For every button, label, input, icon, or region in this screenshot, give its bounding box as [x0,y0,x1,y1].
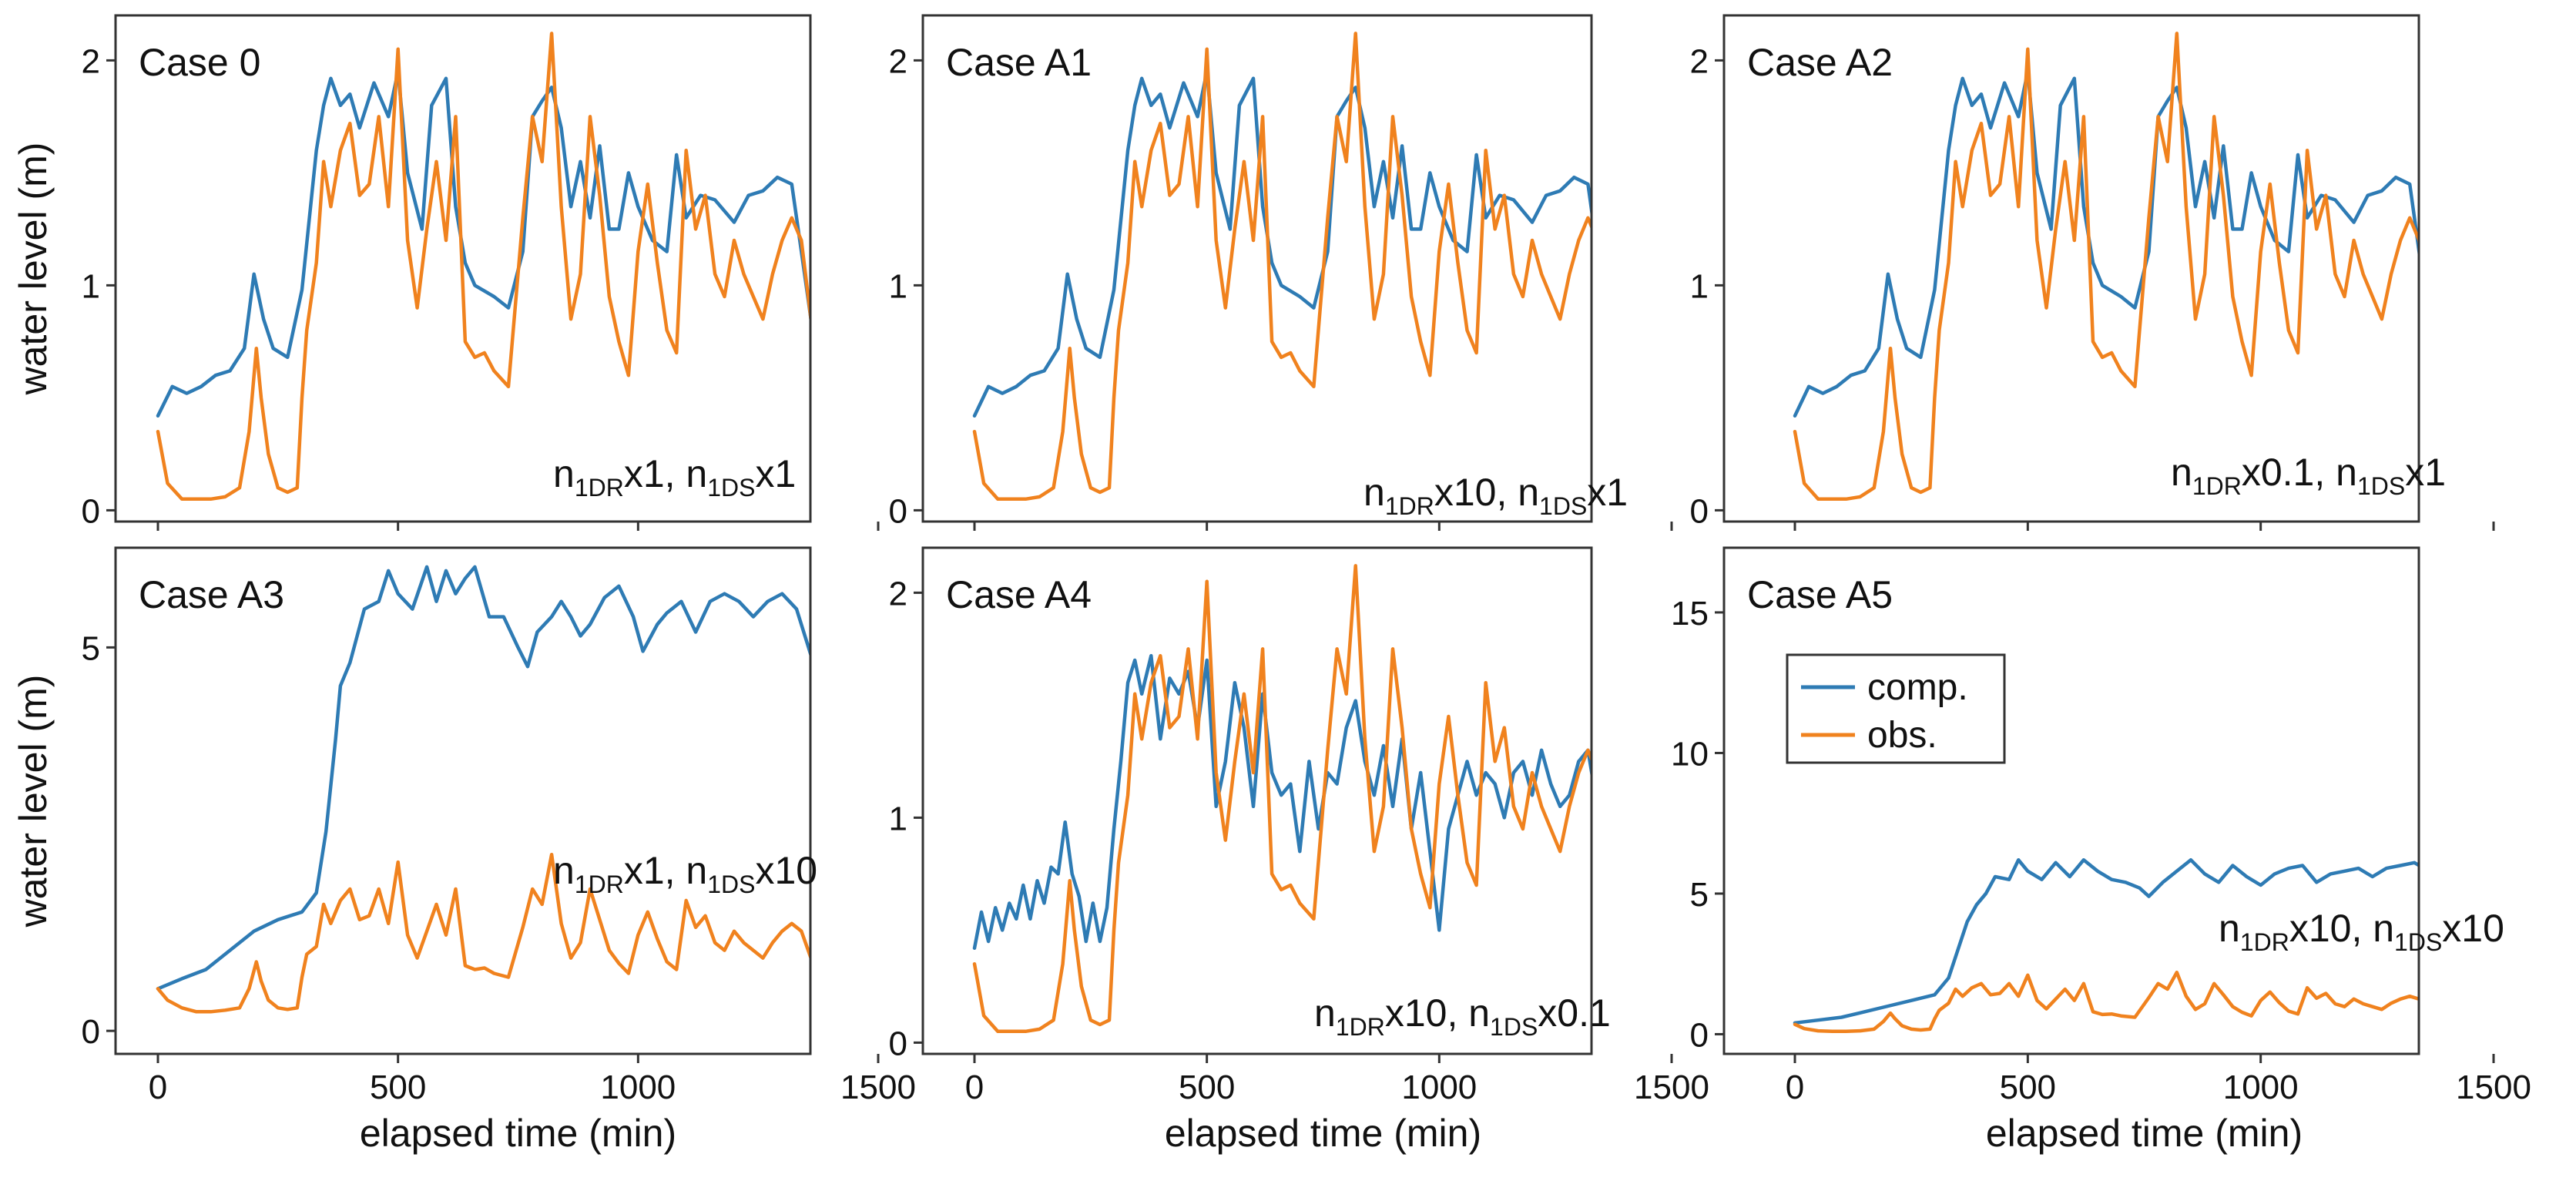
x-tick-label: 1500 [1634,1069,1709,1106]
series-line-obs-3 [1793,32,2419,502]
case-title: Case A5 [1747,573,1893,616]
y-tick-label: 15 [1671,595,1709,632]
roughness-annotation: n1DRx10, n1DSx1 [1363,471,1628,520]
y-tick-label: 1 [889,267,907,305]
y-tick-label: 0 [1690,492,1709,530]
y-tick-label: 1 [1690,267,1709,305]
y-tick-label: 5 [1690,876,1709,914]
x-axis-label: elapsed time (min) [1165,1112,1481,1155]
y-axis-label: water level (m) [12,143,55,396]
series-line-obs-5 [972,564,1592,1034]
x-tick-label: 1500 [2456,1069,2531,1106]
series-line-obs-6 [1793,970,2419,1034]
roughness-annotation: n1DRx1, n1DSx1 [553,452,796,502]
y-tick-label: 10 [1671,735,1709,773]
x-tick-label: 500 [1179,1069,1235,1106]
axes-frame [1722,546,2420,1055]
x-tick-label: 0 [965,1069,984,1106]
case-title: Case A2 [1747,41,1893,84]
axes-frame [1722,14,2420,523]
y-tick-label: 1 [82,267,100,305]
y-tick-label: 0 [1690,1016,1709,1054]
axes-frame [921,14,1593,523]
y-tick-label: 5 [82,629,100,667]
y-tick-label: 0 [889,492,907,530]
y-tick-label: 2 [1690,42,1709,80]
y-tick-label: 2 [889,42,907,80]
legend-box [1786,653,2006,764]
axes-frame [114,14,812,523]
y-axis-label: water level (m) [12,675,55,928]
y-tick-label: 2 [82,42,100,80]
x-tick-label: 1000 [1401,1069,1477,1106]
roughness-annotation: n1DRx10, n1DSx0.1 [1314,991,1611,1041]
roughness-annotation: n1DRx1, n1DSx10 [553,849,817,898]
series-line-comp-4 [156,565,810,991]
y-tick-label: 0 [82,1013,100,1051]
x-tick-label: 0 [149,1069,167,1106]
case-title: Case A4 [946,573,1092,616]
legend-label-obs: obs. [1867,715,1937,756]
y-tick-label: 1 [889,800,907,837]
series-line-comp-1 [156,69,810,418]
chart-panel-3: 0 1 2 Case A2 n1DRx0.1, n1DSx1 [1690,14,2495,531]
y-tick-label: 2 [889,575,907,612]
legend-label-comp: comp. [1867,667,1968,708]
y-tick-label: 0 [82,492,100,530]
y-tick-label: 0 [889,1025,907,1062]
chart-panel-5: 0 500 1000 1500 0 1 2 Case A4 n1DRx10, n1DSx0.1 e… [889,546,1709,1155]
case-title: Case A3 [139,573,284,616]
x-axis-label: elapsed time (min) [360,1112,676,1155]
legend: comp. obs. [1786,653,2006,764]
x-tick-label: 1500 [840,1069,916,1106]
x-tick-label: 1000 [2223,1069,2299,1106]
case-title: Case 0 [139,41,260,84]
chart-panel-4: 0 500 1000 1500 0 5 Case A3 n1DRx1, n1DSx10 wate… [12,546,916,1155]
chart-panel-2: 0 1 2 Case A1 n1DRx10, n1DSx1 [889,14,1673,531]
series-line-comp-2 [972,69,1592,418]
x-axis-label: elapsed time (min) [1986,1112,2303,1155]
series-line-obs-2 [972,32,1592,502]
series-line-comp-5 [972,653,1592,951]
x-tick-label: 500 [370,1069,426,1106]
series-line-obs-4 [156,852,810,1014]
series-line-comp-3 [1793,69,2419,418]
roughness-annotation: n1DRx0.1, n1DSx1 [2171,451,2446,500]
case-title: Case A1 [946,41,1092,84]
series-line-comp-6 [1793,857,2419,1025]
chart-panel-6: 0 500 1000 1500 0 5 10 15 Case A5 n1DRx10, n1DSx1… [1671,546,2531,1155]
x-tick-label: 1000 [600,1069,676,1106]
x-tick-label: 500 [2000,1069,2056,1106]
chart-panel-1: 0 1 2 Case 0 n1DRx1, n1DSx1 water level (m) [12,14,880,531]
axes-frame [114,546,812,1055]
series-line-obs-1 [156,32,810,502]
roughness-annotation: n1DRx10, n1DSx10 [2219,907,2504,956]
axes-frame [921,546,1593,1055]
x-tick-label: 0 [1786,1069,1804,1106]
